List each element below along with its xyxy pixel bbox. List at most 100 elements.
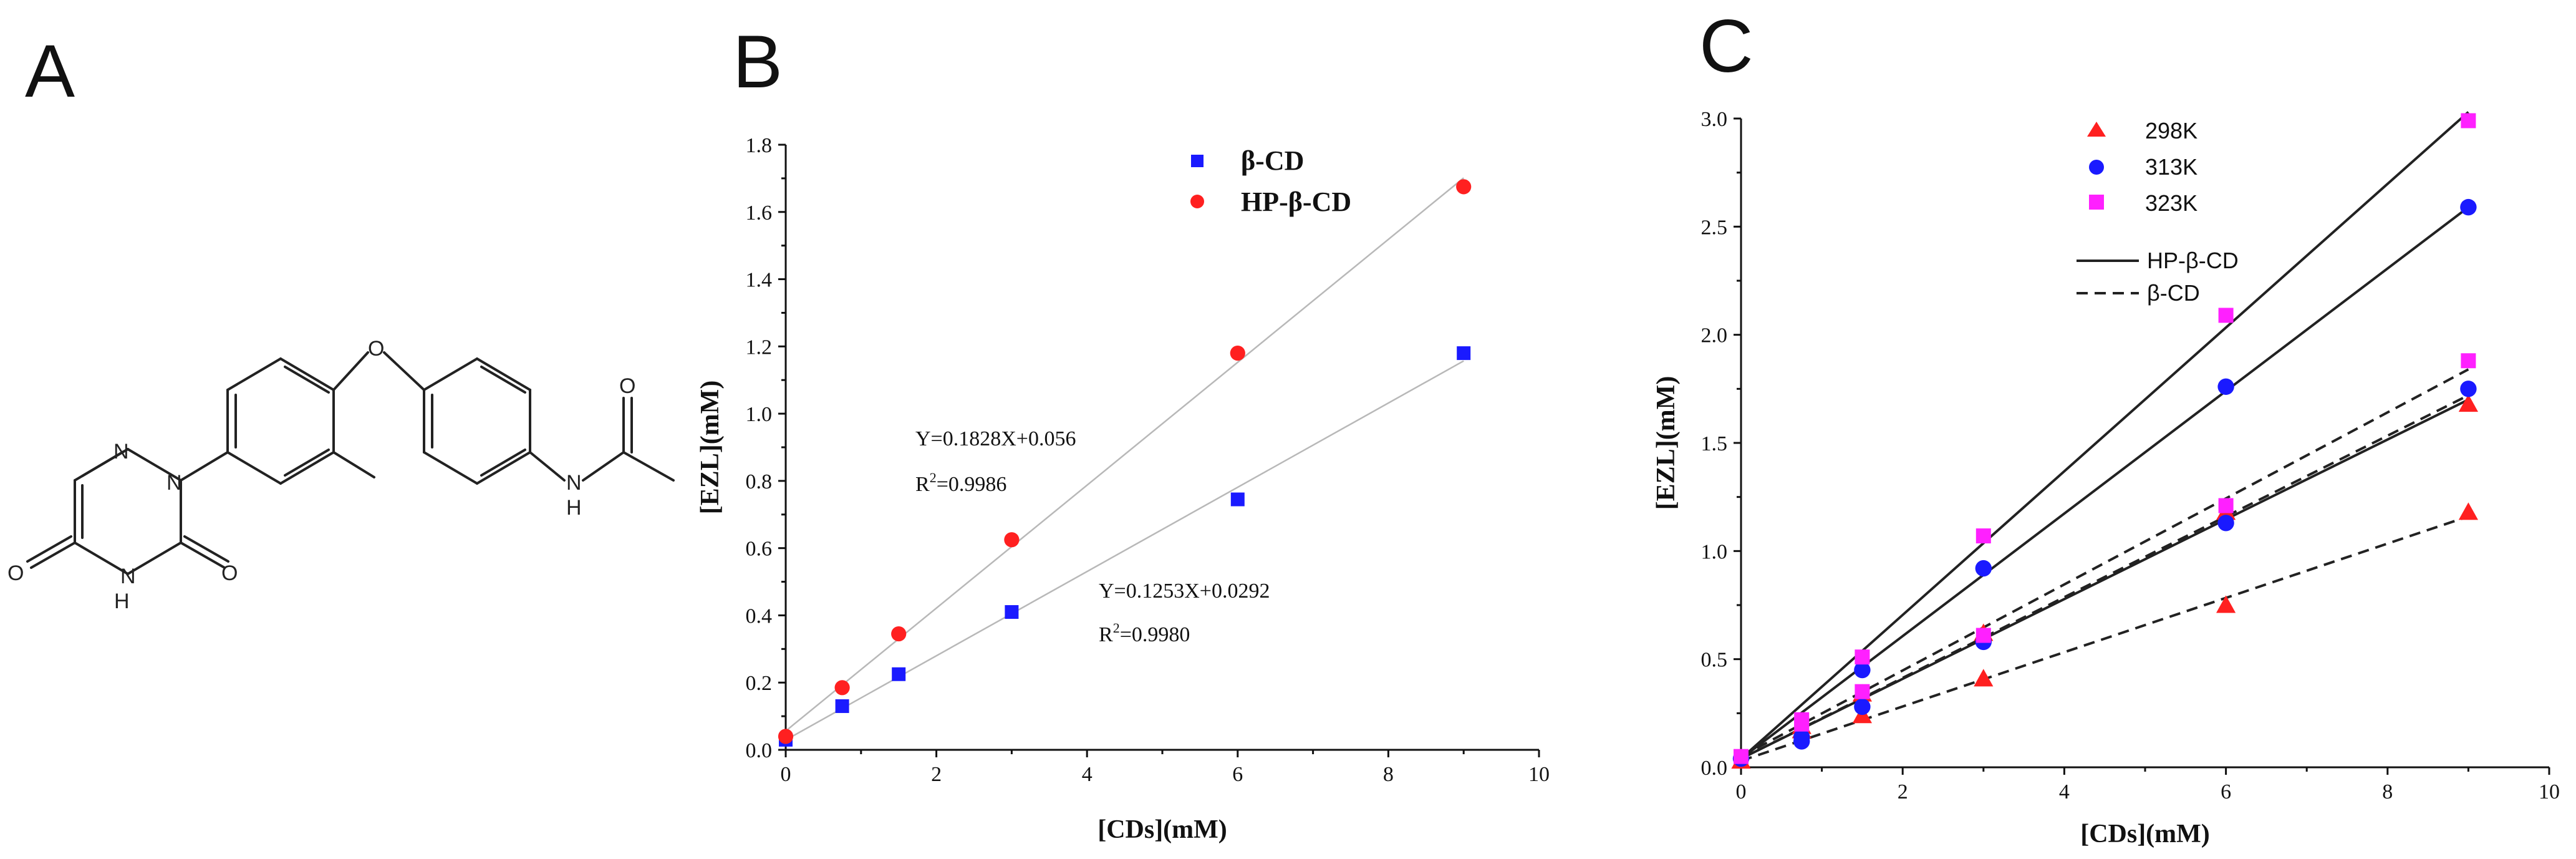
data-point--cd: [835, 699, 849, 713]
data-point-323k: [2218, 308, 2234, 323]
data-point--cd: [1457, 346, 1471, 361]
legend-marker-298k: [2087, 122, 2106, 137]
data-point-313k: [1975, 560, 1992, 577]
data-point-323k: [1855, 649, 1870, 665]
data-point-323k: [1975, 628, 1991, 643]
data-point-313k: [1854, 661, 1871, 679]
data-point-hp-cd: [1230, 346, 1245, 361]
atom-nitrogen-1: N: [113, 440, 129, 463]
chart-b-x-label: [CDs](mM): [1097, 815, 1227, 844]
x-tick-label: 8: [2382, 780, 2393, 803]
y-tick-label: 2.5: [1701, 216, 1728, 239]
y-tick-label: 1.5: [1701, 432, 1728, 455]
annotation-beta-equation: Y=0.1253X+0.0292: [1099, 580, 1270, 603]
x-tick-label: 2: [1898, 780, 1908, 803]
y-tick-label: 0.0: [746, 739, 773, 762]
chart-b-annotations: Y=0.1828X+0.056 R2=0.9986 Y=0.1253X+0.02…: [915, 427, 1270, 646]
chart-c-x-label: [CDs](mM): [2080, 820, 2210, 848]
atom-ring-nitrogen: N: [120, 565, 136, 588]
triazine-ring: [26, 448, 229, 575]
trend-line-dashed-298k: [1740, 515, 2469, 762]
y-tick-label: 1.8: [746, 134, 773, 157]
atom-ether-oxygen: O: [368, 337, 384, 361]
atom-keto-oxygen-2: O: [221, 561, 238, 585]
y-tick-label: 0.4: [746, 604, 773, 628]
legend-label-hp-beta-cd: HP-β-CD: [1241, 187, 1351, 217]
chart-b-legend: β-CD HP-β-CD: [1190, 145, 1351, 217]
y-tick-label: 0.8: [746, 470, 773, 493]
x-tick-label: 10: [2539, 780, 2560, 803]
data-point-323k: [2461, 353, 2476, 369]
phenyl-ring-2: [383, 351, 566, 485]
data-point-hp-cd: [1004, 532, 1020, 548]
legend-label-298k: 298K: [2145, 118, 2197, 143]
data-point-323k: [1855, 684, 1870, 699]
data-point-313k: [2217, 515, 2234, 531]
chemical-structure: O N N O H N O N H O: [7, 337, 675, 613]
legend-label-solid: HP-β-CD: [2147, 248, 2239, 273]
x-tick-label: 2: [931, 763, 942, 786]
data-point--cd: [1005, 605, 1019, 619]
atom-nitrogen-2: N: [166, 471, 182, 495]
legend-marker-hp-beta-cd: [1190, 195, 1204, 208]
data-point-hp-cd: [1456, 179, 1472, 195]
trend-line-solid-298k: [1740, 398, 2469, 760]
chart-b-axes: [784, 145, 1539, 751]
data-point-323k: [2218, 498, 2234, 513]
y-tick-label: 1.6: [746, 201, 773, 225]
x-tick-label: 0: [781, 763, 791, 786]
chart-c: 0 2 4 6 8 10 0.0 0.5 1.0 1.5 2.0 2.5 3.0 [CDs](mM) […: [1652, 108, 2560, 848]
x-tick-label: 6: [1232, 763, 1243, 786]
ring-link-bond: [180, 451, 229, 482]
data-point-323k: [1794, 712, 1810, 727]
data-point-hp-cd: [834, 680, 850, 696]
y-tick-label: 0.6: [746, 538, 773, 561]
chart-b-y-label: [EZL](mM): [696, 381, 725, 515]
x-tick-label: 4: [1082, 763, 1093, 786]
x-tick-label: 10: [1528, 763, 1550, 786]
data-point-323k: [2461, 113, 2476, 129]
y-tick-label: 1.4: [746, 269, 773, 292]
data-point-323k: [1734, 749, 1749, 764]
data-point-313k: [2460, 198, 2477, 216]
legend-marker-beta-cd: [1191, 155, 1204, 167]
legend-label-313k: 313K: [2145, 154, 2197, 180]
trend-line-solid-323k: [1740, 111, 2469, 760]
panel-label-c: C: [1699, 4, 1754, 88]
x-tick-label: 6: [2221, 780, 2231, 803]
y-tick-label: 1.2: [746, 336, 773, 359]
data-point--cd: [1230, 492, 1245, 507]
data-point--cd: [892, 667, 906, 681]
data-point-hp-cd: [891, 626, 907, 642]
annotation-hp-equation: Y=0.1828X+0.056: [915, 427, 1076, 450]
atom-ring-hydrogen: H: [114, 590, 130, 613]
atom-amide-hydrogen: H: [566, 496, 582, 520]
annotation-beta-r2: R2=0.9980: [1099, 620, 1190, 646]
panel-label-a: A: [25, 29, 75, 113]
atom-amide-nitrogen: N: [566, 471, 582, 495]
legend-label-beta-cd: β-CD: [1241, 145, 1304, 176]
y-tick-label: 0.2: [746, 672, 773, 695]
atom-amide-oxygen: O: [619, 374, 635, 398]
data-point-313k: [1854, 698, 1871, 716]
data-point-313k: [2217, 378, 2234, 396]
data-point-298k: [2216, 595, 2236, 613]
data-point-298k: [1974, 669, 1994, 687]
legend-label-dashed: β-CD: [2147, 280, 2200, 306]
x-tick-label: 0: [1736, 780, 1747, 803]
phenyl-ring-1: [226, 351, 375, 485]
acetamide-group: [582, 397, 675, 482]
trend-line-solid-313k: [1740, 206, 2469, 760]
annotation-hp-r2: R2=0.9986: [915, 470, 1006, 496]
legend-marker-313k: [2089, 160, 2104, 175]
x-tick-label: 4: [2059, 780, 2070, 803]
y-tick-label: 2.0: [1701, 324, 1728, 347]
trend-line-dashed-323k: [1740, 368, 2469, 758]
panel-label-b: B: [733, 20, 783, 104]
data-point-298k: [2458, 394, 2478, 412]
y-tick-label: 0.0: [1701, 757, 1728, 780]
data-point-298k: [2458, 502, 2478, 520]
legend-marker-323k: [2089, 195, 2104, 210]
data-point-323k: [1975, 528, 1991, 544]
